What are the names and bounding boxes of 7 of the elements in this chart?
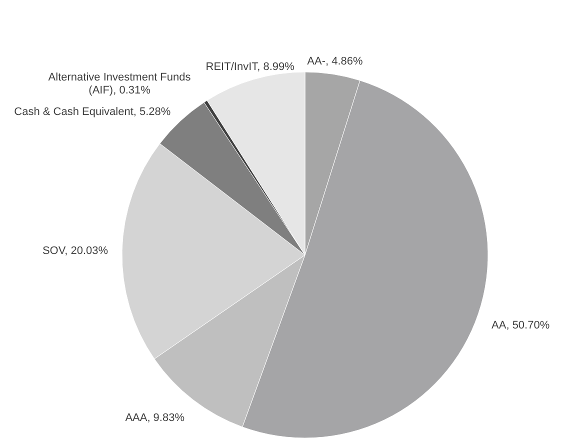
slice-label: AAA, 9.83% bbox=[125, 412, 185, 424]
slice-label: Cash & Cash Equivalent, 5.28% bbox=[14, 106, 171, 118]
slice-label: SOV, 20.03% bbox=[42, 244, 108, 257]
slice-label: AA-, 4.86% bbox=[307, 55, 363, 68]
slice-label: Alternative Investment Funds (AIF), 0.31% bbox=[48, 72, 192, 97]
slice-label: REIT/InvIT, 8.99% bbox=[206, 60, 295, 73]
slice-label: AA, 50.70% bbox=[492, 319, 550, 332]
